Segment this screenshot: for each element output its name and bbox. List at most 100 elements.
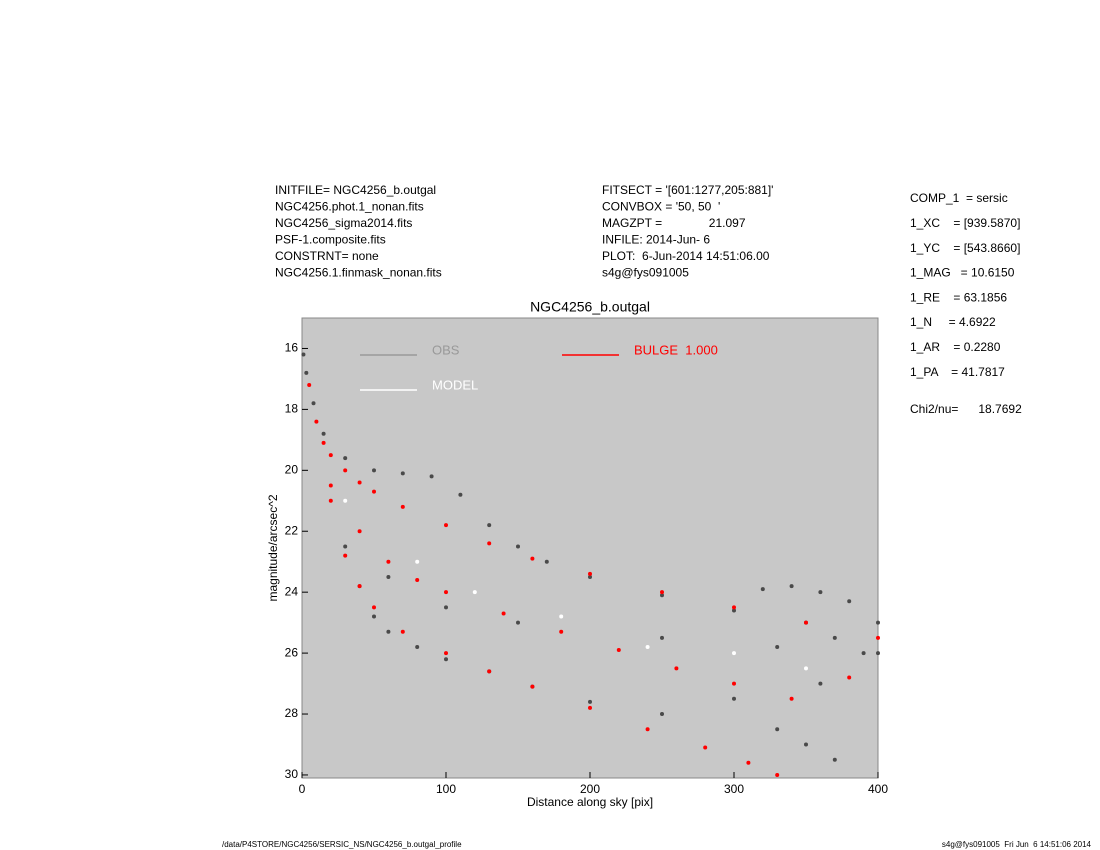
data-point — [544, 559, 549, 564]
data-point — [588, 571, 592, 576]
data-point — [818, 681, 823, 686]
data-point — [660, 590, 664, 595]
fit-parameter: 1_YC = [543.8660] — [910, 241, 1020, 255]
legend-label: MODEL — [432, 377, 478, 392]
data-point — [343, 553, 348, 558]
data-point — [321, 431, 326, 436]
data-point — [307, 383, 312, 388]
header-middle-line: s4g@fys091005 — [602, 266, 689, 280]
footer-right: s4g@fys091005 Fri Jun 6 14:51:06 2014 — [942, 840, 1092, 849]
data-point — [357, 584, 362, 589]
data-point — [804, 620, 808, 625]
data-point — [487, 541, 492, 546]
data-point — [328, 483, 333, 488]
header-middle-line: FITSECT = '[601:1277,205:881]' — [602, 183, 773, 197]
data-point — [559, 614, 564, 619]
data-point — [415, 559, 420, 564]
x-axis-label: Distance along sky [pix] — [527, 795, 653, 809]
x-tick-label: 0 — [299, 782, 306, 796]
data-point — [304, 370, 309, 375]
y-tick-label: 22 — [285, 523, 299, 537]
data-point — [876, 651, 880, 656]
data-point — [501, 611, 506, 616]
data-point — [876, 620, 880, 625]
data-point — [328, 453, 333, 458]
header-left-line: CONSTRNT= none — [275, 249, 379, 263]
data-point — [301, 352, 306, 357]
header-middle-line: CONVBOX = '50, 50 ' — [602, 200, 720, 214]
data-point — [372, 468, 376, 473]
chi2: Chi2/nu= 18.7692 — [910, 402, 1022, 416]
data-point — [588, 705, 592, 710]
data-point — [775, 772, 780, 777]
data-point — [444, 605, 448, 610]
header-left-line: PSF-1.composite.fits — [275, 233, 386, 247]
data-point — [530, 684, 535, 689]
data-point — [372, 489, 376, 494]
x-tick-label: 400 — [868, 782, 888, 796]
header-left-line: INITFILE= NGC4256_b.outgal — [275, 183, 436, 197]
data-point — [472, 590, 477, 595]
fit-parameter: 1_AR = 0.2280 — [910, 340, 1001, 354]
y-tick-label: 30 — [285, 767, 299, 781]
data-point — [415, 645, 420, 650]
data-point — [876, 635, 880, 640]
data-point — [861, 651, 866, 656]
x-tick-label: 200 — [580, 782, 600, 796]
data-point — [832, 757, 837, 762]
data-point — [732, 608, 736, 613]
fit-parameter: 1_MAG = 10.6150 — [910, 266, 1015, 280]
fit-parameter: COMP_1 = sersic — [910, 191, 1008, 205]
data-point — [372, 605, 376, 610]
data-point — [386, 574, 391, 579]
data-point — [746, 760, 751, 765]
data-point — [674, 666, 679, 671]
data-point — [645, 645, 650, 650]
data-point — [588, 574, 592, 579]
data-point — [321, 440, 326, 445]
fit-parameter: 1_RE = 63.1856 — [910, 290, 1007, 304]
data-point — [343, 456, 348, 461]
data-point — [703, 745, 708, 750]
data-point — [732, 605, 736, 610]
chart-title: NGC4256_b.outgal — [530, 299, 650, 315]
fit-parameter: 1_N = 4.6922 — [910, 315, 996, 329]
data-point — [386, 629, 391, 634]
data-point — [357, 529, 362, 534]
x-tick-label: 300 — [724, 782, 744, 796]
data-point — [847, 675, 852, 680]
data-point — [311, 401, 316, 406]
x-tick-label: 100 — [436, 782, 456, 796]
data-point — [732, 651, 736, 656]
data-point — [559, 629, 564, 634]
data-point — [343, 498, 348, 503]
data-point — [415, 577, 420, 582]
data-point — [357, 480, 362, 485]
data-point — [372, 614, 376, 619]
header-left-line: NGC4256.phot.1_nonan.fits — [275, 200, 424, 214]
y-tick-label: 26 — [285, 645, 299, 659]
data-point — [386, 559, 391, 564]
data-point — [328, 498, 333, 503]
y-tick-label: 28 — [285, 706, 299, 720]
data-point — [343, 468, 348, 473]
header-middle-line: INFILE: 2014-Jun- 6 — [602, 233, 710, 247]
data-point — [616, 648, 621, 653]
header-middle-line: PLOT: 6-Jun-2014 14:51:06.00 — [602, 249, 770, 263]
header-middle-line: MAGZPT = 21.097 — [602, 216, 746, 230]
data-point — [314, 419, 319, 424]
data-point — [530, 556, 535, 561]
legend-label: BULGE 1.000 — [634, 342, 718, 357]
data-point — [818, 590, 823, 595]
data-point — [429, 474, 434, 479]
data-point — [444, 590, 448, 595]
data-point — [645, 727, 650, 732]
data-point — [444, 651, 448, 656]
footer-left: /data/P4STORE/NGC4256/SERSIC_NS/NGC4256_… — [222, 840, 462, 849]
data-point — [343, 544, 348, 549]
data-point — [732, 681, 736, 686]
data-point — [660, 593, 664, 598]
data-point — [775, 727, 780, 732]
data-point — [732, 696, 736, 701]
